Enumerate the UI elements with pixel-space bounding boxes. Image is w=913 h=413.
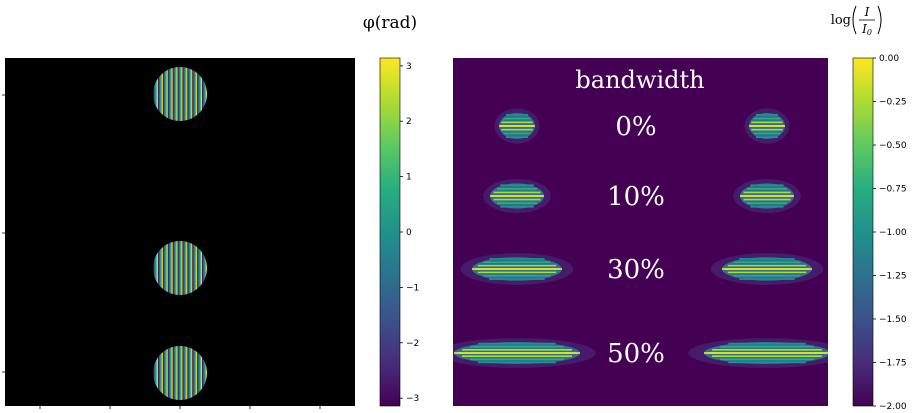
bandwidth-header: bandwidth: [575, 66, 704, 94]
aperture: [153, 346, 207, 400]
intensity-title-numerator: I: [864, 5, 870, 19]
phase-colorbar: 3 2 1 0 −1 −2 −3 φ(rad): [363, 13, 419, 407]
intensity-colorbar-bar: [852, 57, 874, 407]
intensity-colorbar-title: log I I0: [831, 5, 882, 37]
colorbar-tick-label: −2: [406, 339, 419, 349]
beam-spot: [733, 178, 801, 214]
beam-spot: [710, 253, 824, 285]
colorbar-tick-label: 0: [406, 228, 412, 238]
colorbar-tick-label: −3: [406, 394, 419, 404]
colorbar-tick-label: −0.50: [879, 141, 907, 151]
beam-spot: [453, 338, 596, 368]
beam-spot: [744, 108, 790, 144]
colorbar-tick-label: −1.25: [879, 272, 907, 282]
colorbar-tick-label: 1: [406, 173, 412, 183]
beam-spot: [494, 108, 540, 144]
intensity-title-left-paren: [852, 5, 857, 35]
aperture: [153, 67, 207, 121]
phase-mask-panel: [2, 58, 355, 409]
aperture-group: [153, 67, 207, 400]
intensity-colorbar: 0.00 −0.25 −0.50 −0.75 −1.00 −1.25 −1.50 −1.75 −…: [831, 5, 907, 412]
bandwidth-labels: 0% 10% 30% 50%: [607, 112, 665, 369]
colorbar-tick-label: −1.00: [879, 228, 907, 238]
intensity-title-right-paren: [877, 5, 882, 35]
phase-colorbar-ticks: 3 2 1 0 −1 −2 −3: [400, 62, 419, 404]
colorbar-tick-label: −1.75: [879, 359, 907, 369]
colorbar-tick-label: −0.25: [879, 98, 907, 108]
bandwidth-label: 10%: [607, 182, 665, 212]
intensity-colorbar-ticks: 0.00 −0.25 −0.50 −0.75 −1.00 −1.25 −1.50 −1.75 −…: [873, 54, 907, 412]
intensity-title-log: log: [831, 13, 851, 28]
beam-group: [453, 108, 828, 368]
colorbar-tick-label: −1.50: [879, 315, 907, 325]
colorbar-tick-label: 3: [406, 62, 412, 72]
colorbar-tick-label: 2: [406, 117, 412, 127]
intensity-panel: bandwidth 0% 10% 30% 50%: [453, 58, 828, 406]
aperture: [153, 241, 207, 295]
colorbar-tick-label: −1: [406, 283, 419, 293]
beam-spot: [460, 253, 574, 285]
left-panel-ticks: [2, 94, 321, 409]
intensity-title-denominator: I0: [861, 22, 872, 37]
phase-colorbar-bar: [379, 57, 401, 407]
colorbar-tick-label: −2.00: [879, 402, 907, 412]
beam-spot: [688, 338, 828, 368]
bandwidth-label: 0%: [615, 112, 656, 142]
colorbar-tick-label: −0.75: [879, 185, 907, 195]
bandwidth-label: 30%: [607, 255, 665, 285]
phase-colorbar-title: φ(rad): [363, 13, 417, 33]
colorbar-tick-label: 0.00: [879, 54, 899, 64]
beam-spot: [483, 178, 551, 214]
bandwidth-label: 50%: [607, 339, 665, 369]
